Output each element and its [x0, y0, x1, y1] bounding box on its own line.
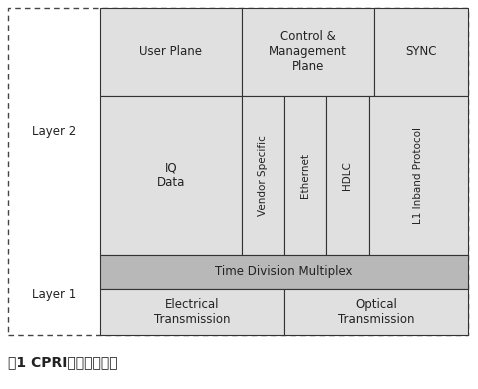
Text: IQ
Data: IQ Data: [157, 161, 185, 189]
Bar: [100, 8, 242, 96]
Text: 图1 CPRI协议基本结构: 图1 CPRI协议基本结构: [8, 355, 118, 369]
Text: Ethernet: Ethernet: [300, 153, 310, 198]
Text: Vendor Specific: Vendor Specific: [258, 135, 268, 216]
Text: Electrical
Transmission: Electrical Transmission: [154, 298, 230, 326]
Text: L1 Inband Protocol: L1 Inband Protocol: [413, 127, 424, 224]
Text: Control &
Management
Plane: Control & Management Plane: [269, 30, 347, 73]
Bar: [369, 96, 468, 255]
Text: User Plane: User Plane: [140, 46, 202, 58]
Bar: [284, 289, 468, 335]
Text: Optical
Transmission: Optical Transmission: [338, 298, 414, 326]
Bar: [374, 8, 468, 96]
Bar: [242, 96, 284, 255]
Text: SYNC: SYNC: [405, 46, 437, 58]
Text: Layer 1: Layer 1: [32, 288, 76, 301]
Bar: [100, 255, 468, 289]
Bar: [242, 8, 374, 96]
Bar: [284, 96, 326, 255]
Bar: [8, 8, 468, 335]
Text: Layer 2: Layer 2: [32, 125, 76, 138]
Bar: [326, 96, 369, 255]
Text: HDLC: HDLC: [342, 161, 352, 190]
Text: Time Division Multiplex: Time Division Multiplex: [215, 265, 353, 278]
Bar: [100, 289, 284, 335]
Bar: [100, 96, 242, 255]
